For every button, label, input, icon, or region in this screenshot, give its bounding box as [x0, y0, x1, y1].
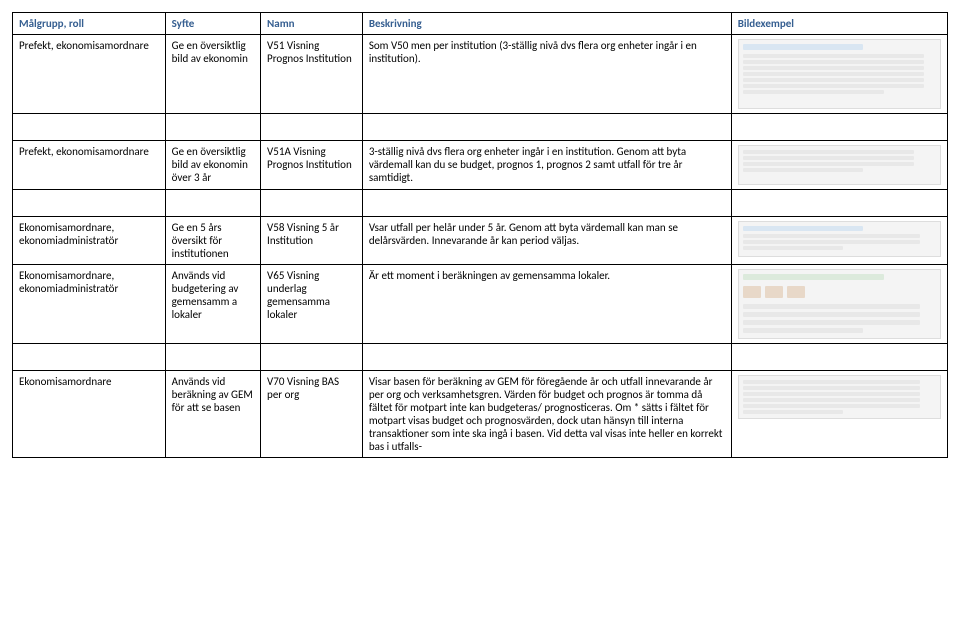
table-row: Ekonomisamordnare, ekonomiadministratör … — [13, 265, 948, 344]
cell-beskrivning: Visar basen för beräkning av GEM för för… — [362, 371, 731, 458]
cell-syfte: Ge en översiktlig bild av ekonomin — [165, 35, 260, 114]
cell-bildexempel — [731, 35, 947, 114]
col-header-beskrivning: Beskrivning — [362, 13, 731, 35]
cell-malgrupp: Ekonomisamordnare, ekonomiadministratör — [13, 265, 166, 344]
thumbnail-placeholder — [738, 375, 941, 419]
thumbnail-placeholder — [738, 39, 941, 109]
col-header-namn: Namn — [261, 13, 363, 35]
cell-namn: V58 Visning 5 år Institution — [261, 217, 363, 265]
table-row: Prefekt, ekonomisamordnare Ge en översik… — [13, 35, 948, 114]
thumbnail-placeholder — [738, 145, 941, 185]
cell-namn: V65 Visning underlag gemensamma lokaler — [261, 265, 363, 344]
table-row: Prefekt, ekonomisamordnare Ge en översik… — [13, 141, 948, 190]
spacer-row — [13, 190, 948, 217]
cell-bildexempel — [731, 141, 947, 190]
col-header-malgrupp: Målgrupp, roll — [13, 13, 166, 35]
cell-syfte: Används vid budgetering av gemensamm a l… — [165, 265, 260, 344]
cell-malgrupp: Ekonomisamordnare, ekonomiadministratör — [13, 217, 166, 265]
col-header-bildexempel: Bildexempel — [731, 13, 947, 35]
cell-bildexempel — [731, 371, 947, 458]
cell-syfte: Ge en 5 års översikt för institutionen — [165, 217, 260, 265]
cell-syfte: Används vid beräkning av GEM för att se … — [165, 371, 260, 458]
table-header-row: Målgrupp, roll Syfte Namn Beskrivning Bi… — [13, 13, 948, 35]
table-row: Ekonomisamordnare Används vid beräkning … — [13, 371, 948, 458]
cell-beskrivning: Är ett moment i beräkningen av gemensamm… — [362, 265, 731, 344]
table-row: Ekonomisamordnare, ekonomiadministratör … — [13, 217, 948, 265]
cell-beskrivning: Som V50 men per institution (3-ställig n… — [362, 35, 731, 114]
thumbnail-placeholder — [738, 221, 941, 257]
cell-beskrivning: Vsar utfall per helår under 5 år. Genom … — [362, 217, 731, 265]
cell-malgrupp: Ekonomisamordnare — [13, 371, 166, 458]
thumbnail-placeholder — [738, 269, 941, 339]
cell-malgrupp: Prefekt, ekonomisamordnare — [13, 141, 166, 190]
col-header-syfte: Syfte — [165, 13, 260, 35]
cell-malgrupp: Prefekt, ekonomisamordnare — [13, 35, 166, 114]
cell-bildexempel — [731, 265, 947, 344]
cell-beskrivning: 3-ställig nivå dvs flera org enheter ing… — [362, 141, 731, 190]
spacer-row — [13, 114, 948, 141]
cell-bildexempel — [731, 217, 947, 265]
cell-namn: V51A Visning Prognos Institution — [261, 141, 363, 190]
cell-namn: V70 Visning BAS per org — [261, 371, 363, 458]
spacer-row — [13, 344, 948, 371]
cell-syfte: Ge en översiktlig bild av ekonomin över … — [165, 141, 260, 190]
cell-namn: V51 Visning Prognos Institution — [261, 35, 363, 114]
report-table: Målgrupp, roll Syfte Namn Beskrivning Bi… — [12, 12, 948, 458]
